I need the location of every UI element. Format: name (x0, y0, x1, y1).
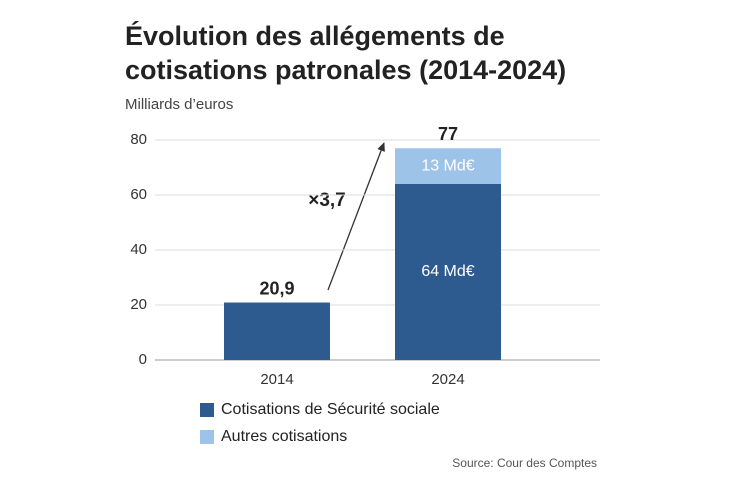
value-label: 64 Md€ (421, 263, 474, 280)
total-label: 77 (438, 124, 458, 144)
chart-subtitle: Milliards d’euros (125, 96, 233, 113)
bar-segment (224, 302, 330, 360)
chart-title: cotisations patronales (2014-2024) (125, 55, 566, 85)
bar-segment (395, 148, 501, 184)
legend-swatch (200, 403, 214, 417)
y-tick-label: 0 (139, 351, 147, 368)
chart-title: Évolution des allégements de (125, 20, 505, 51)
x-tick-label: 2014 (260, 371, 293, 388)
total-label: 20,9 (259, 278, 294, 298)
y-tick-label: 40 (130, 241, 147, 258)
x-tick-label: 2024 (431, 371, 464, 388)
y-tick-label: 60 (130, 186, 147, 203)
source: Source: Cour des Comptes (452, 456, 597, 470)
annotation: ×3,7 (308, 190, 346, 211)
legend-swatch (200, 430, 214, 444)
legend-label: Autres cotisations (221, 428, 347, 445)
y-tick-label: 20 (130, 296, 147, 313)
legend-label: Cotisations de Sécurité sociale (221, 401, 440, 418)
growth-arrow (327, 142, 385, 291)
y-tick-label: 80 (130, 131, 147, 148)
value-label: 13 Md€ (421, 157, 474, 174)
bar-segment (395, 184, 501, 360)
